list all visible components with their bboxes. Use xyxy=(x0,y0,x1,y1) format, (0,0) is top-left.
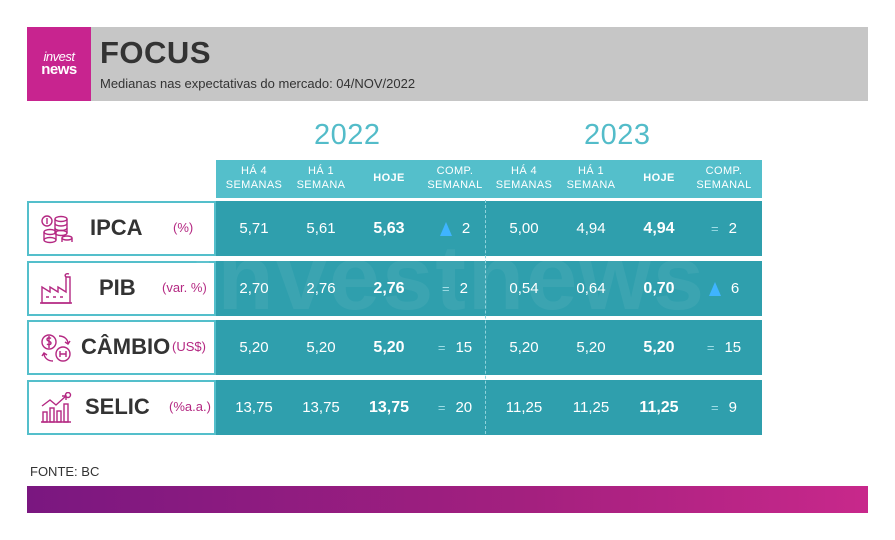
col-ha1-2022: HÁ 1 SEMANA xyxy=(296,165,346,191)
indicator-unit: (var. %) xyxy=(162,280,207,295)
cell-ha1-2022: 5,61 xyxy=(306,220,336,237)
cell-hoje-2022: 5,20 xyxy=(373,338,405,356)
cell-ha4-2022: 5,71 xyxy=(239,220,269,237)
equal-icon: = xyxy=(711,221,719,236)
equal-icon: = xyxy=(706,340,715,355)
equal-icon: = xyxy=(711,400,719,415)
col-ha4-2023: HÁ 4 SEMANAS xyxy=(495,165,553,191)
cell-hoje-2023: 0,70 xyxy=(643,279,675,297)
cell-comp-2022: 2 xyxy=(418,201,492,256)
column-header-bar: HÁ 4 SEMANAS HÁ 1 SEMANA HOJE COMP. SEMANAL… xyxy=(216,160,762,198)
col-comp-2023: COMP. SEMANAL xyxy=(696,165,752,191)
row-data-pib: 2,70 2,76 2,76 = 2 0,54 0,64 0,70 6 xyxy=(216,261,762,316)
equal-icon: = xyxy=(442,281,450,296)
arrow-up-icon xyxy=(439,221,452,236)
indicator-name: SELIC xyxy=(85,394,150,419)
cell-ha4-2023: 0,54 xyxy=(509,280,539,297)
cell-comp-2023: = 2 xyxy=(711,220,737,237)
cell-ha1-2023: 0,64 xyxy=(576,280,606,297)
cell-hoje-2023: 5,20 xyxy=(643,338,675,356)
equal-icon: = xyxy=(437,340,446,355)
indicator-unit: (%a.a.) xyxy=(169,399,211,414)
cell-ha4-2022: 2,70 xyxy=(239,280,269,297)
cell-hoje-2022: 13,75 xyxy=(368,398,410,416)
cell-comp-2023: = 9 xyxy=(711,399,737,416)
row-data-selic: 13,75 13,75 13,75 = 20 11,25 11,25 11,25 … xyxy=(216,380,762,435)
col-hoje-2023: HOJE xyxy=(643,172,675,185)
coins-icon xyxy=(41,215,73,244)
row-label-ipca: IPCA (%) xyxy=(27,201,216,256)
cell-comp-2022: = 15 xyxy=(437,339,473,356)
cell-hoje-2023: 4,94 xyxy=(643,219,675,237)
arrow-up-icon xyxy=(708,281,721,296)
cell-comp-2023: = 15 xyxy=(706,339,742,356)
row-label-pib: PIB (var. %) xyxy=(27,261,216,316)
cell-ha1-2022: 2,76 xyxy=(306,280,336,297)
page-title: FOCUS xyxy=(100,35,211,70)
cell-ha4-2022: 5,20 xyxy=(239,339,269,356)
indicator-name: IPCA xyxy=(90,215,143,240)
col-hoje-2022: HOJE xyxy=(373,172,405,185)
cell-ha4-2023: 5,20 xyxy=(509,339,539,356)
indicator-name: CÂMBIO xyxy=(81,334,171,359)
cell-ha1-2023: 5,20 xyxy=(576,339,606,356)
cell-ha4-2022: 13,75 xyxy=(235,399,273,416)
investnews-logo: invest news xyxy=(27,27,91,101)
row-data-ipca: 5,71 5,61 5,63 2 5,00 4,94 4,94 = 2 xyxy=(216,201,762,256)
cell-comp-2022: = 2 xyxy=(442,280,468,297)
cell-hoje-2023: 11,25 xyxy=(639,398,679,416)
cell-ha4-2023: 11,25 xyxy=(505,399,543,416)
cell-hoje-2022: 5,63 xyxy=(373,219,405,237)
year-2023-label: 2023 xyxy=(584,119,651,151)
cell-ha1-2023: 4,94 xyxy=(576,220,606,237)
cell-ha4-2023: 5,00 xyxy=(509,220,539,237)
chart-up-icon xyxy=(41,392,72,423)
footer-gradient-bar xyxy=(27,486,868,513)
page-subtitle: Medianas nas expectativas do mercado: 04… xyxy=(100,76,416,91)
cell-ha1-2022: 13,75 xyxy=(302,399,340,416)
source-note: FONTE: BC xyxy=(30,464,100,479)
cell-comp-2023: 6 xyxy=(686,261,762,316)
row-label-selic: SELIC (%a.a.) xyxy=(27,380,216,435)
watermark: investnews xyxy=(190,227,706,329)
year-2022-label: 2022 xyxy=(314,119,381,151)
cell-hoje-2022: 2,76 xyxy=(373,279,405,297)
cell-ha1-2023: 11,25 xyxy=(572,399,610,416)
indicator-unit: (US$) xyxy=(172,339,206,354)
col-ha4-2022: HÁ 4 SEMANAS xyxy=(225,165,283,191)
indicator-name: PIB xyxy=(99,275,136,300)
col-comp-2022: COMP. SEMANAL xyxy=(427,165,483,191)
factory-icon xyxy=(40,273,72,304)
logo-line2: news xyxy=(41,61,77,79)
year-divider xyxy=(485,200,486,434)
header-banner: invest news FOCUS Medianas nas expectati… xyxy=(27,27,868,101)
exchange-icon xyxy=(41,334,71,362)
logo-line1: invest xyxy=(43,48,75,64)
indicator-unit: (%) xyxy=(173,220,194,235)
row-data-cambio: 5,20 5,20 5,20 = 15 5,20 5,20 5,20 = 15 xyxy=(216,320,762,375)
cell-ha1-2022: 5,20 xyxy=(306,339,336,356)
col-ha1-2023: HÁ 1 SEMANA xyxy=(566,165,616,191)
cell-comp-2022: = 20 xyxy=(437,399,473,416)
equal-icon: = xyxy=(437,400,446,415)
row-label-cambio: CÂMBIO (US$) xyxy=(27,320,216,375)
